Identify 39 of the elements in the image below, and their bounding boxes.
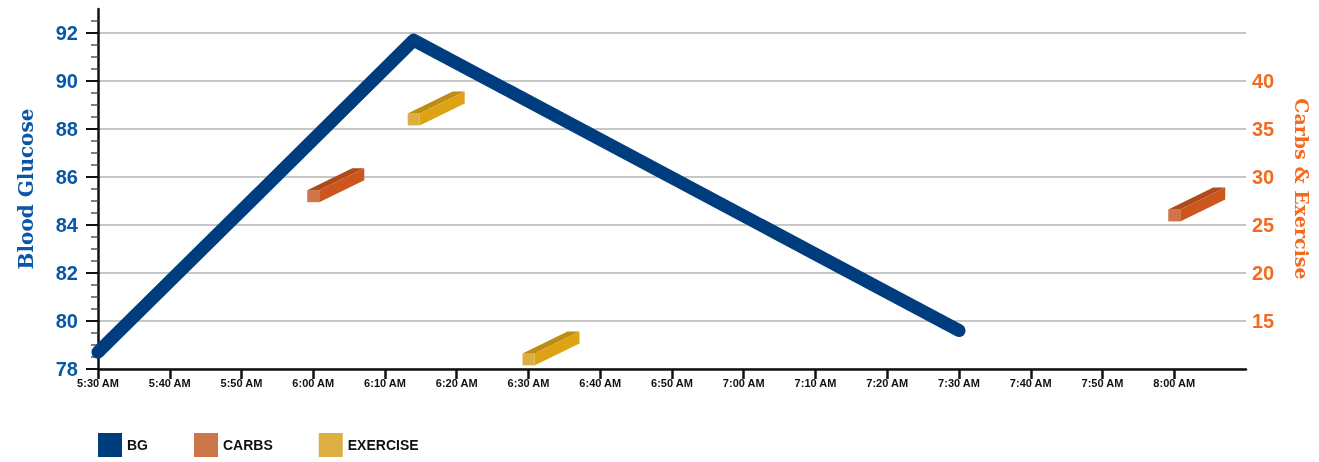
point: [407, 113, 420, 126]
y-tick-label: 88: [55, 118, 78, 140]
x-tick-label: 7:50 AM: [1081, 376, 1124, 389]
x-tick-label: 7:40 AM: [1009, 376, 1052, 389]
x-tick-label: 8:00 AM: [1153, 376, 1196, 389]
y2-tick-label: 40: [1252, 70, 1275, 92]
legend-label: EXERCISE: [347, 437, 419, 453]
y2-tick-label: 30: [1252, 166, 1275, 188]
x-tick-label: 7:30 AM: [938, 376, 980, 389]
x-tick-label: 6:40 AM: [579, 376, 622, 389]
x-tick-label: 6:00 AM: [292, 376, 335, 389]
y-tick-label: 78: [55, 358, 78, 380]
x-tick-label: 6:50 AM: [651, 376, 693, 389]
x-tick-label: 5:50 AM: [220, 376, 263, 389]
x-tick-label: 6:20 AM: [435, 376, 478, 389]
y-tick-label: 86: [55, 166, 78, 188]
y-axis-title: Blood Glucose: [14, 108, 38, 270]
y2-tick-label: 25: [1252, 214, 1275, 236]
x-tick-label: 5:30 AM: [77, 376, 119, 389]
x-tick-label: 7:20 AM: [866, 376, 909, 389]
y-tick-label: 82: [55, 262, 78, 284]
x-tick-label: 7:10 AM: [794, 376, 837, 389]
x-tick-label: 6:30 AM: [507, 376, 550, 389]
x-tick-label: 6:10 AM: [364, 376, 406, 389]
y2-tick-label: 15: [1252, 310, 1275, 332]
y2-axis-title: Carbs & Exercise: [1290, 98, 1313, 280]
legend-label: BG: [127, 437, 149, 453]
y-tick-label: 92: [55, 22, 78, 44]
y-tick-label: 84: [55, 214, 79, 236]
point: [522, 353, 535, 366]
point: [1168, 209, 1181, 222]
y-tick-label: 90: [55, 70, 78, 92]
legend-label: CARBS: [223, 437, 273, 453]
y2-tick-label: 20: [1252, 262, 1275, 284]
x-tick-label: 5:40 AM: [148, 376, 191, 389]
y2-tick-label: 35: [1252, 118, 1275, 140]
x-tick-label: 7:00 AM: [722, 376, 765, 389]
y-tick-label: 80: [55, 310, 78, 332]
point: [307, 190, 320, 203]
